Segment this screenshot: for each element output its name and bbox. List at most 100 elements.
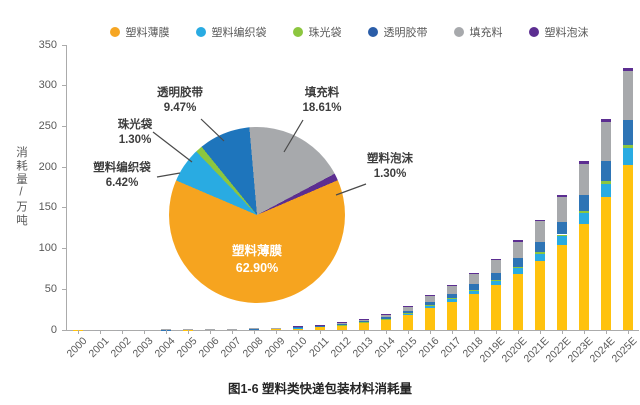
bar-segment — [601, 161, 611, 182]
y-tick — [62, 166, 67, 168]
x-tick-label: 2017 — [438, 335, 464, 361]
bar-segment — [557, 196, 567, 222]
pie-label-woven: 塑料编织袋 6.42% — [72, 161, 172, 191]
x-tick — [627, 330, 629, 334]
y-tick — [62, 248, 67, 250]
bar-segment — [579, 161, 589, 164]
bar-segment — [447, 298, 457, 302]
x-tick — [363, 330, 365, 334]
pie-label-film-pct: 62.90% — [235, 261, 279, 275]
y-axis-title: 消耗量/万吨 — [15, 146, 27, 228]
y-tick — [62, 44, 67, 46]
bar-segment — [447, 301, 457, 330]
bar-2003 — [139, 329, 149, 330]
y-tick-label: 200 — [38, 160, 57, 173]
bar-2007 — [227, 328, 237, 330]
bar-segment — [623, 165, 633, 330]
x-tick — [495, 330, 497, 334]
x-tick — [77, 330, 79, 334]
x-tick — [231, 330, 233, 334]
bar-segment — [425, 308, 435, 330]
x-tick — [143, 330, 145, 334]
bar-segment — [557, 234, 567, 237]
bar-segment — [535, 252, 545, 254]
bar-segment — [513, 241, 523, 259]
x-tick-label: 2009 — [262, 335, 288, 361]
bar-2013 — [359, 318, 369, 330]
bar-segment — [557, 194, 567, 197]
bar-segment — [227, 329, 237, 330]
bar-2008 — [249, 328, 259, 330]
bar-segment — [381, 317, 391, 319]
y-tick — [62, 288, 67, 290]
bar-2025E — [623, 67, 633, 330]
bar-segment — [293, 326, 303, 328]
bar-2015 — [403, 306, 413, 330]
x-tick — [517, 330, 519, 334]
bar-2005 — [183, 329, 193, 330]
bar-segment — [623, 67, 633, 72]
bar-segment — [557, 245, 567, 330]
y-tick-label: 250 — [38, 119, 57, 132]
bar-segment — [579, 210, 589, 214]
y-tick — [62, 207, 67, 209]
bar-2001 — [95, 329, 105, 330]
x-tick-label: 2016 — [416, 335, 442, 361]
bar-segment — [513, 267, 523, 274]
bar-segment — [425, 301, 435, 306]
bar-segment — [623, 148, 633, 166]
bar-segment — [337, 322, 347, 324]
x-tick-label: 2004 — [152, 335, 178, 361]
pie-label-filler-pct: 18.61% — [302, 102, 342, 114]
bar-segment — [205, 329, 215, 330]
bar-segment — [491, 280, 501, 286]
bar-2012 — [337, 322, 347, 330]
bar-segment — [359, 323, 369, 330]
bar-segment — [535, 260, 545, 330]
bar-segment — [535, 220, 545, 222]
x-tick-label: 2011 — [307, 335, 332, 360]
x-tick — [539, 330, 541, 334]
bar-segment — [491, 280, 501, 281]
bar-2004 — [161, 329, 171, 330]
pie-label-foam: 塑料泡沫 1.30% — [350, 152, 430, 182]
bar-segment — [381, 314, 391, 318]
bar-segment — [491, 260, 501, 274]
bar-segment — [513, 266, 523, 268]
legend-item-label: 透明胶带 — [383, 27, 428, 39]
bar-2020E — [513, 240, 523, 330]
x-tick — [187, 330, 189, 334]
bar-2002 — [117, 329, 127, 330]
bar-segment — [359, 319, 369, 322]
bar-segment — [337, 325, 347, 330]
bar-segment — [403, 311, 413, 314]
x-tick-label: 2006 — [196, 335, 222, 361]
bar-2011 — [315, 324, 325, 330]
legend-item-0: 塑料薄膜 — [109, 24, 170, 40]
x-tick-label: 2010 — [284, 335, 310, 361]
pie-label-filler: 填充料 18.61% — [282, 86, 362, 116]
pie-label-filler-name: 填充料 — [304, 87, 340, 99]
bar-segment — [425, 295, 435, 302]
bar-segment — [337, 323, 347, 325]
bar-2010 — [293, 326, 303, 330]
legend-item-5: 塑料泡沫 — [528, 24, 589, 40]
y-tick-label: 300 — [38, 79, 57, 92]
bar-segment — [469, 290, 479, 295]
legend-item-label: 珠光袋 — [308, 27, 342, 39]
bar-segment — [249, 328, 259, 330]
legend-item-label: 填充料 — [469, 27, 503, 39]
bar-2023E — [579, 161, 589, 330]
bar-segment — [447, 298, 457, 299]
legend-dot-icon — [292, 27, 303, 37]
bar-segment — [425, 305, 435, 309]
pie-label-pearl: 珠光袋 1.30% — [95, 118, 175, 148]
bar-segment — [359, 321, 369, 323]
bar-segment — [579, 223, 589, 330]
pie-label-tape-pct: 9.47% — [163, 102, 197, 114]
figure-caption: 图1-6 塑料类快递包装材料消耗量 — [227, 382, 413, 396]
legend: 塑料薄膜 塑料编织袋 珠光袋 透明胶带 填充料 塑料泡沫 — [66, 24, 632, 40]
pie-label-foam-pct: 1.30% — [373, 168, 407, 180]
legend-dot-icon — [453, 27, 464, 37]
pie-label-pearl-name: 珠光袋 — [117, 119, 153, 131]
